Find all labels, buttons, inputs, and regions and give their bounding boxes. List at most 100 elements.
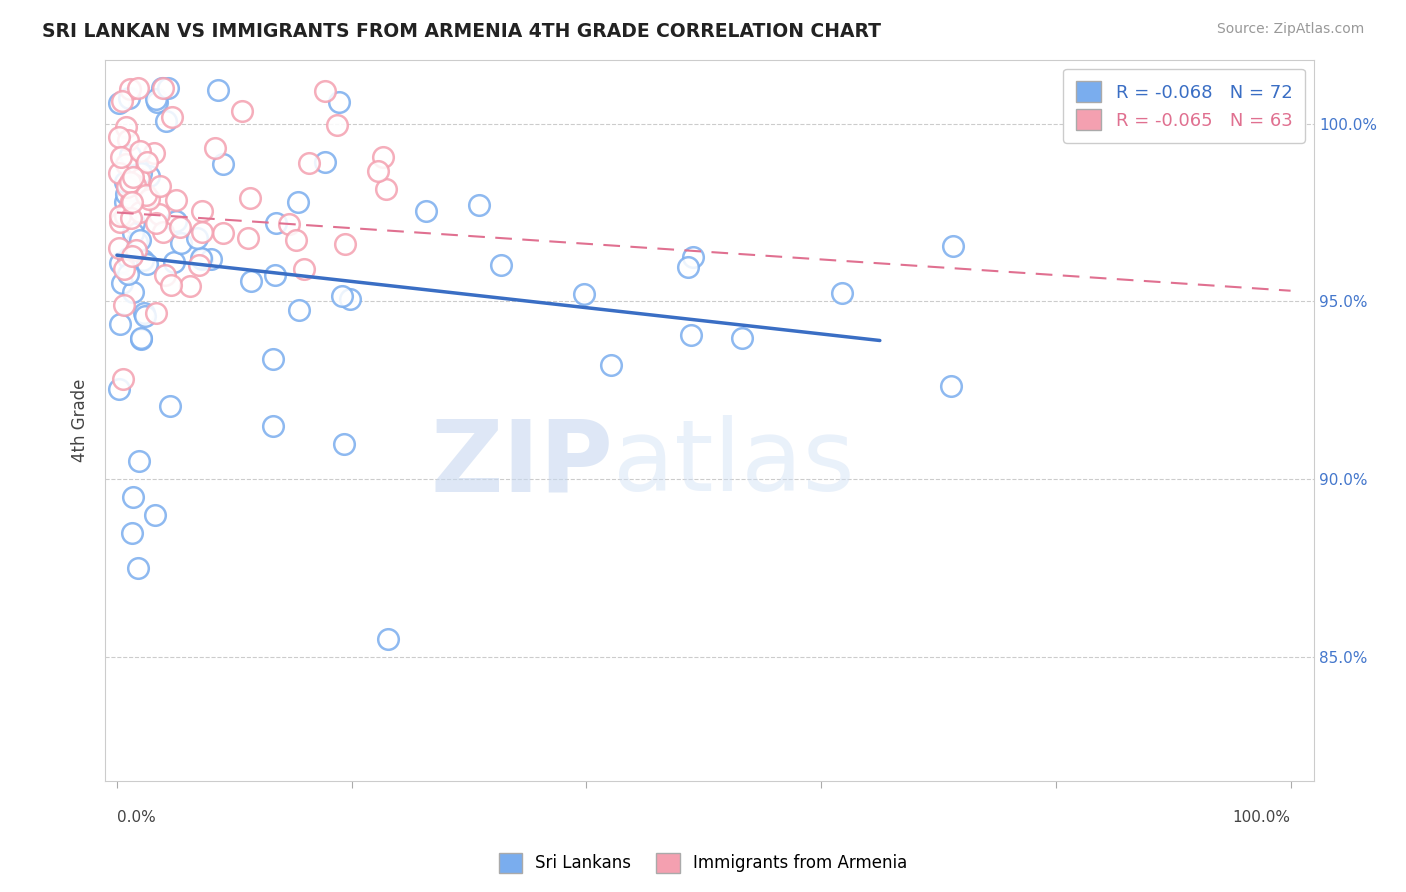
Point — [138, 192, 160, 206]
Point — [115, 157, 138, 171]
Point — [367, 163, 389, 178]
Point — [115, 120, 138, 134]
Point — [330, 289, 353, 303]
Text: SRI LANKAN VS IMMIGRANTS FROM ARMENIA 4TH GRADE CORRELATION CHART: SRI LANKAN VS IMMIGRANTS FROM ARMENIA 4T… — [42, 22, 882, 41]
Point — [415, 204, 437, 219]
Point — [108, 382, 131, 396]
Point — [325, 118, 347, 132]
Point — [117, 133, 139, 147]
Point — [127, 81, 149, 95]
Point — [169, 219, 191, 234]
Point — [108, 256, 131, 270]
Point — [120, 175, 142, 189]
Point — [134, 306, 156, 320]
Point — [599, 359, 621, 373]
Point — [190, 251, 212, 265]
Point — [191, 203, 214, 218]
Point — [150, 81, 173, 95]
Point — [170, 235, 193, 250]
Point — [159, 399, 181, 413]
Point — [131, 331, 153, 345]
Point — [679, 327, 702, 342]
Point — [162, 110, 184, 124]
Point — [145, 216, 167, 230]
Point — [108, 166, 131, 180]
Point — [314, 154, 336, 169]
Point — [262, 351, 284, 366]
Point — [143, 508, 166, 522]
Point — [287, 302, 309, 317]
Point — [108, 95, 131, 110]
Point — [373, 150, 395, 164]
Point — [122, 169, 145, 184]
Point — [122, 490, 145, 504]
Point — [186, 231, 208, 245]
Point — [135, 187, 157, 202]
Point — [121, 211, 143, 225]
Point — [152, 81, 174, 95]
Point — [165, 194, 187, 208]
Point — [468, 198, 491, 212]
Point — [110, 210, 132, 224]
Point — [155, 268, 177, 282]
Point — [939, 379, 962, 393]
Point — [146, 95, 169, 109]
Point — [238, 231, 260, 245]
Point — [138, 169, 160, 183]
Point — [122, 227, 145, 241]
Point — [131, 332, 153, 346]
Point — [122, 216, 145, 230]
Point — [121, 249, 143, 263]
Point — [117, 203, 139, 218]
Point — [145, 306, 167, 320]
Point — [115, 187, 138, 202]
Point — [117, 252, 139, 266]
Point — [204, 141, 226, 155]
Point — [211, 156, 233, 170]
Point — [108, 317, 131, 331]
Point — [163, 255, 186, 269]
Point — [114, 210, 136, 224]
Point — [128, 454, 150, 468]
Point — [121, 525, 143, 540]
Point — [165, 214, 187, 228]
Point — [127, 561, 149, 575]
Point — [122, 285, 145, 299]
Point — [108, 241, 131, 255]
Point — [108, 129, 131, 144]
Point — [333, 436, 356, 450]
Point — [135, 257, 157, 271]
Legend: R = -0.068   N = 72, R = -0.065   N = 63: R = -0.068 N = 72, R = -0.065 N = 63 — [1063, 69, 1305, 143]
Point — [129, 166, 152, 180]
Text: 100.0%: 100.0% — [1233, 810, 1291, 825]
Point — [148, 207, 170, 221]
Point — [377, 632, 399, 647]
Point — [831, 285, 853, 300]
Point — [111, 372, 134, 386]
Point — [128, 144, 150, 158]
Point — [374, 182, 396, 196]
Point — [143, 145, 166, 160]
Point — [127, 161, 149, 175]
Point — [200, 252, 222, 266]
Point — [132, 253, 155, 268]
Point — [118, 91, 141, 105]
Point — [179, 279, 201, 293]
Point — [263, 268, 285, 282]
Point — [128, 166, 150, 180]
Point — [121, 194, 143, 209]
Text: 0.0%: 0.0% — [117, 810, 156, 825]
Text: ZIP: ZIP — [430, 416, 613, 512]
Point — [134, 309, 156, 323]
Point — [110, 215, 132, 229]
Point — [328, 95, 350, 109]
Point — [112, 262, 135, 277]
Point — [942, 239, 965, 253]
Point — [120, 147, 142, 161]
Point — [682, 250, 704, 264]
Point — [287, 194, 309, 209]
Point — [160, 278, 183, 293]
Point — [187, 258, 209, 272]
Point — [125, 243, 148, 257]
Point — [112, 298, 135, 312]
